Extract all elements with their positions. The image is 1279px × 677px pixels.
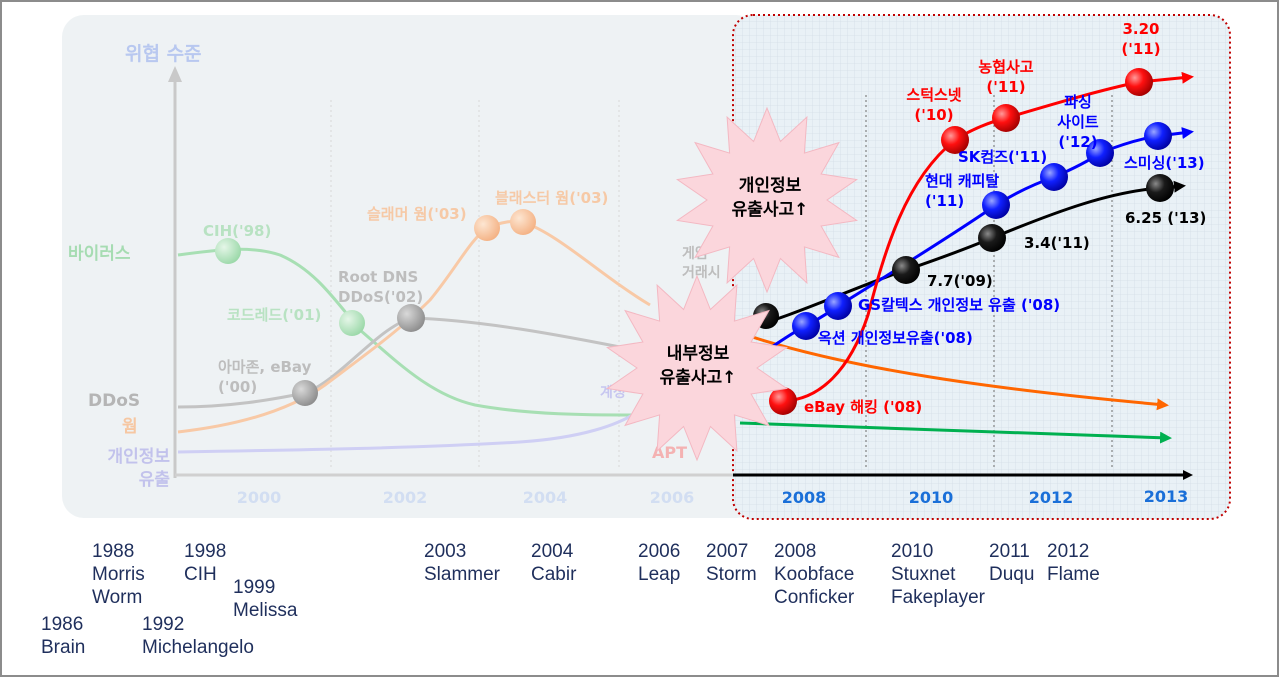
point-cih xyxy=(215,238,241,264)
point-phishing-site xyxy=(1086,139,1114,167)
series-line-privacy xyxy=(177,408,641,454)
line-black xyxy=(739,180,1186,332)
label-320: 3.20 ('11) xyxy=(1121,20,1160,58)
label-cih: CIH('98) xyxy=(203,222,271,240)
callout-personal-info: 개인정보 유출사고↑ xyxy=(675,106,859,294)
label-77: 7.7('09) xyxy=(927,272,993,290)
x-tick-label: 2002 xyxy=(383,488,428,507)
callout-internal-info: 내부정보 유출사고↑ xyxy=(605,274,789,462)
series-line-virus xyxy=(177,247,636,417)
timeline-item: 1988 Morris Worm xyxy=(92,541,145,608)
point-sk-comms xyxy=(1040,163,1068,191)
x-tick-label: 2012 xyxy=(1029,488,1074,507)
series-name-worm: 웜 xyxy=(122,417,138,437)
x-tick-label: 2008 xyxy=(782,488,827,507)
label-root-dns: Root DNS DDoS('02) xyxy=(338,268,423,306)
point-smishing xyxy=(1144,122,1172,150)
series-name-virus: 바이러스 xyxy=(68,244,131,264)
label-nonghyup: 농협사고 ('11) xyxy=(978,58,1033,96)
timeline-item: 2011 Duqu xyxy=(989,541,1035,585)
label-ebay-hack: eBay 해킹 ('08) xyxy=(804,398,922,416)
timeline-item: 2008 Koobface Conficker xyxy=(774,541,855,608)
timeline-item: 1999 Melissa xyxy=(233,577,298,621)
timeline-item: 1986 Brain xyxy=(41,614,86,658)
point-stuxnet xyxy=(941,126,969,154)
timeline-item: 2004 Cabir xyxy=(531,541,577,585)
x-tick-label: 2010 xyxy=(909,488,954,507)
line-red xyxy=(782,71,1194,403)
point-34 xyxy=(978,224,1006,252)
series-name-ddos: DDoS xyxy=(88,391,140,411)
label-phishing-site: 파싱 사이트 ('12) xyxy=(1057,93,1099,151)
timeline-item: 2006 Leap xyxy=(638,541,681,585)
label-codered: 코드레드('01) xyxy=(227,306,321,324)
timeline-item: 2010 Stuxnet Fakeplayer xyxy=(891,541,985,608)
point-ebay-hack xyxy=(769,387,797,415)
faded-text-trade: 거래시 xyxy=(682,265,721,281)
label-stuxnet: 스턱스넷 ('10) xyxy=(906,86,961,124)
y-axis-title: 위협 수준 xyxy=(125,43,202,65)
label-34: 3.4('11) xyxy=(1024,234,1090,252)
x-tick-label: 2013 xyxy=(1144,487,1189,506)
point-slammer xyxy=(474,215,500,241)
point-77 xyxy=(892,256,920,284)
label-smishing: 스미싱('13) xyxy=(1124,154,1205,172)
timeline-item: 1992 Michelangelo xyxy=(142,614,254,658)
point-codered xyxy=(339,310,365,336)
point-320 xyxy=(1125,68,1153,96)
label-blaster: 블래스터 웜('03) xyxy=(495,189,608,207)
label-amazon: 아마존, eBay ('00) xyxy=(218,358,312,396)
point-625 xyxy=(1146,174,1174,202)
recent-panel-border xyxy=(732,14,1231,520)
series-line-ddos xyxy=(177,316,636,409)
past-panel xyxy=(62,15,758,518)
point-amazon xyxy=(292,380,318,406)
label-sk-comms: SK컴즈('11) xyxy=(958,148,1047,166)
timeline-item: 1998 CIH xyxy=(184,541,227,585)
x-tick-label: 2006 xyxy=(650,488,695,507)
timeline-item: 2007 Storm xyxy=(706,541,757,585)
threat-trend-chart: 위협 수준 2000 2002 2004 2006 2008 2010 2012… xyxy=(62,14,1231,520)
point-auction xyxy=(792,312,820,340)
timeline-item: 2012 Flame xyxy=(1047,541,1100,585)
label-gs-caltex: GS칼텍스 개인정보 유출 ('08) xyxy=(858,296,1060,314)
label-hyundai-capital: 현대 캐피탈 ('11) xyxy=(925,172,999,210)
point-nonghyup xyxy=(992,104,1020,132)
timeline-item: 2003 Slammer xyxy=(424,541,501,585)
label-slammer: 슬래머 웜('03) xyxy=(367,205,467,223)
point-gs-caltex xyxy=(824,292,852,320)
x-tick-label: 2000 xyxy=(237,488,282,507)
label-625: 6.25 ('13) xyxy=(1125,209,1206,227)
point-blaster xyxy=(510,209,536,235)
x-tick-label: 2004 xyxy=(523,488,568,507)
label-auction: 옥션 개인정보유출('08) xyxy=(818,329,973,347)
point-root-dns xyxy=(397,304,425,332)
point-hyundai-capital xyxy=(982,191,1010,219)
series-name-privacy: 개인정보 유출 xyxy=(107,447,170,490)
line-green xyxy=(739,421,1172,444)
